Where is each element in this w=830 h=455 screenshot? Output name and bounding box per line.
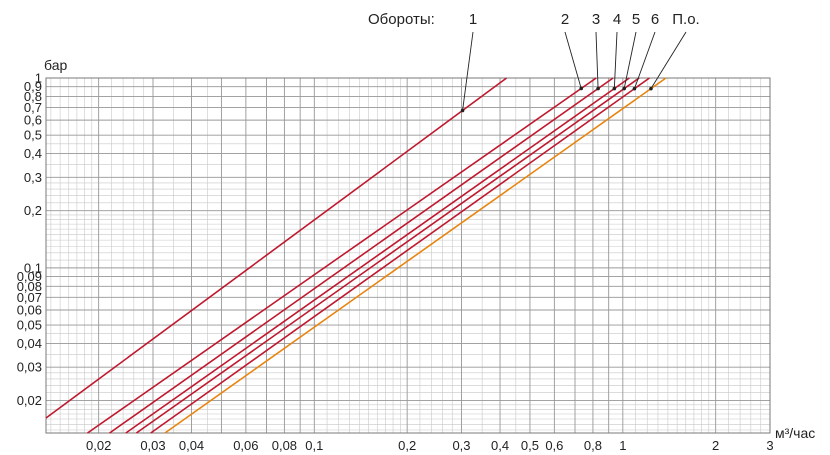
x-axis-ticks: 0,02 0,03 0,04 0,06 0,08 0,1 0,2 0,3 0,4 0,5 0,6 0,… [86, 438, 774, 453]
plot-frame [45, 77, 771, 434]
x-tick-label: 0,02 [86, 438, 111, 453]
series-marker-4 [612, 86, 617, 91]
series-leader-7 [650, 31, 687, 89]
y-tick-label: 0,09 [17, 269, 42, 284]
series-marker-7 [649, 86, 653, 91]
legend-label-6: 6 [651, 11, 659, 28]
y-tick-label: 0,03 [17, 360, 42, 375]
x-tick-label: 0,2 [398, 438, 416, 453]
series-leader-4 [613, 31, 618, 89]
x-tick-label: 0,3 [452, 438, 470, 453]
series-leader-1 [462, 31, 474, 111]
x-tick-label: 0,4 [491, 438, 509, 453]
series-marker-6 [632, 86, 637, 91]
x-tick-label: 0,6 [545, 438, 563, 453]
series-marker-1 [460, 108, 465, 113]
legend-label-7: П.о. [672, 11, 699, 28]
y-tick-label: 0,6 [24, 113, 42, 128]
series-line-3 [109, 77, 614, 434]
y-tick-label: 0,9 [24, 79, 42, 94]
y-tick-label: 0,06 [17, 302, 42, 317]
y-tick-label: 0,08 [17, 279, 42, 294]
y-tick-label: 0,02 [17, 393, 42, 408]
series-leader-2 [564, 31, 582, 89]
x-tick-label: 0,03 [140, 438, 165, 453]
x-tick-label: 0,08 [272, 438, 297, 453]
y-axis-label: бар [44, 57, 67, 73]
series-line-5 [135, 77, 640, 434]
y-tick-label: 0,07 [17, 290, 42, 305]
x-tick-label: 3 [766, 438, 773, 453]
series-leader-6 [634, 31, 656, 89]
series-marker-2 [579, 86, 584, 91]
legend-label-3: 3 [592, 11, 600, 28]
legend-label-2: 2 [561, 11, 569, 28]
x-tick-label: 1 [619, 438, 626, 453]
y-tick-label: 0,04 [17, 336, 42, 351]
series-line-7 [164, 77, 667, 434]
y-tick-label: 0,5 [24, 128, 42, 143]
x-tick-label: 0,5 [521, 438, 539, 453]
y-tick-label: 0,3 [24, 170, 42, 185]
series-marker-5 [622, 86, 626, 91]
series-layer [45, 77, 667, 434]
legend-label-1: 1 [469, 11, 477, 28]
series-marker-3 [596, 86, 600, 91]
series-leader-3 [595, 31, 599, 89]
x-tick-label: 2 [712, 438, 719, 453]
y-tick-label: 0,4 [24, 146, 42, 161]
series-line-1 [45, 77, 508, 419]
y-tick-label: 0,2 [24, 203, 42, 218]
y-tick-label: 0,8 [24, 89, 42, 104]
series-line-6 [150, 77, 650, 434]
y-tick-label: 0,05 [17, 318, 42, 333]
series-markers [460, 31, 687, 113]
series-line-4 [125, 77, 630, 434]
y-tick-label: 0,7 [24, 100, 42, 115]
y-tick-label: 0,1 [24, 260, 42, 275]
x-tick-label: 0,06 [233, 438, 258, 453]
y-tick-label: 1 [35, 71, 42, 86]
x-tick-label: 0,8 [584, 438, 602, 453]
legend-label-4: 4 [613, 11, 621, 28]
x-axis-label: м³/час [775, 425, 815, 441]
legend-label-5: 5 [632, 11, 640, 28]
y-axis-ticks: 10,90,80,70,60,5 0,4 0,3 0,2 0,10,090,080,07… [17, 71, 42, 409]
x-tick-label: 0,1 [305, 438, 323, 453]
series-line-2 [87, 77, 597, 434]
legend-heading: Обороты: [368, 11, 435, 28]
legend-labels: 1 2 3 4 5 6 П.о. [469, 11, 700, 28]
series-leader-5 [623, 31, 637, 89]
x-tick-label: 0,04 [179, 438, 204, 453]
